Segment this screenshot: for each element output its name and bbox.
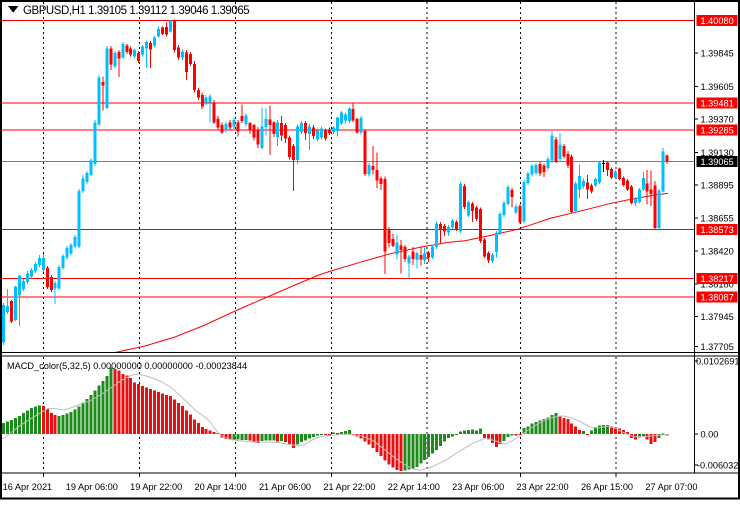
svg-text:1.39065: 1.39065 <box>701 157 734 167</box>
svg-text:1.37945: 1.37945 <box>701 312 734 322</box>
svg-text:MACD_color(5,32,5) 0.00000000: MACD_color(5,32,5) 0.00000000 0.00000000… <box>7 361 247 371</box>
svg-text:1.38087: 1.38087 <box>701 293 734 303</box>
svg-text:1.38573: 1.38573 <box>701 225 734 235</box>
svg-text:20 Apr 14:00: 20 Apr 14:00 <box>195 482 247 492</box>
svg-text:23 Apr 22:00: 23 Apr 22:00 <box>517 482 569 492</box>
svg-text:1.39370: 1.39370 <box>701 115 734 125</box>
svg-text:1.40080: 1.40080 <box>701 16 734 26</box>
svg-text:26 Apr 15:00: 26 Apr 15:00 <box>581 482 633 492</box>
svg-text:16 Apr 2021: 16 Apr 2021 <box>3 482 53 492</box>
svg-text:1.37705: 1.37705 <box>701 342 734 352</box>
svg-text:1.38180: 1.38180 <box>701 280 734 290</box>
svg-text:1.38655: 1.38655 <box>701 214 734 224</box>
svg-text:22 Apr 14:00: 22 Apr 14:00 <box>388 482 440 492</box>
svg-text:1.39845: 1.39845 <box>701 49 734 59</box>
svg-text:19 Apr 22:00: 19 Apr 22:00 <box>130 482 182 492</box>
svg-text:1.38420: 1.38420 <box>701 246 734 256</box>
svg-text:1.39130: 1.39130 <box>701 148 734 158</box>
svg-text:0.00: 0.00 <box>701 430 719 440</box>
svg-text:27 Apr 07:00: 27 Apr 07:00 <box>645 482 697 492</box>
svg-text:19 Apr 06:00: 19 Apr 06:00 <box>66 482 118 492</box>
svg-text:21 Apr 22:00: 21 Apr 22:00 <box>323 482 375 492</box>
svg-text:23 Apr 06:00: 23 Apr 06:00 <box>452 482 504 492</box>
svg-text:0.0102691: 0.0102691 <box>696 357 739 367</box>
svg-text:1.39285: 1.39285 <box>701 126 734 136</box>
svg-text:GBPUSD,H1 1.39105 1.39112 1.3: GBPUSD,H1 1.39105 1.39112 1.39046 1.3906… <box>23 5 249 17</box>
svg-text:1.38217: 1.38217 <box>701 274 734 284</box>
svg-text:-0.006032: -0.006032 <box>697 461 738 471</box>
svg-text:1.39481: 1.39481 <box>701 99 734 109</box>
svg-text:21 Apr 06:00: 21 Apr 06:00 <box>259 482 311 492</box>
svg-text:1.38895: 1.38895 <box>701 180 734 190</box>
svg-text:1.39605: 1.39605 <box>701 82 734 92</box>
